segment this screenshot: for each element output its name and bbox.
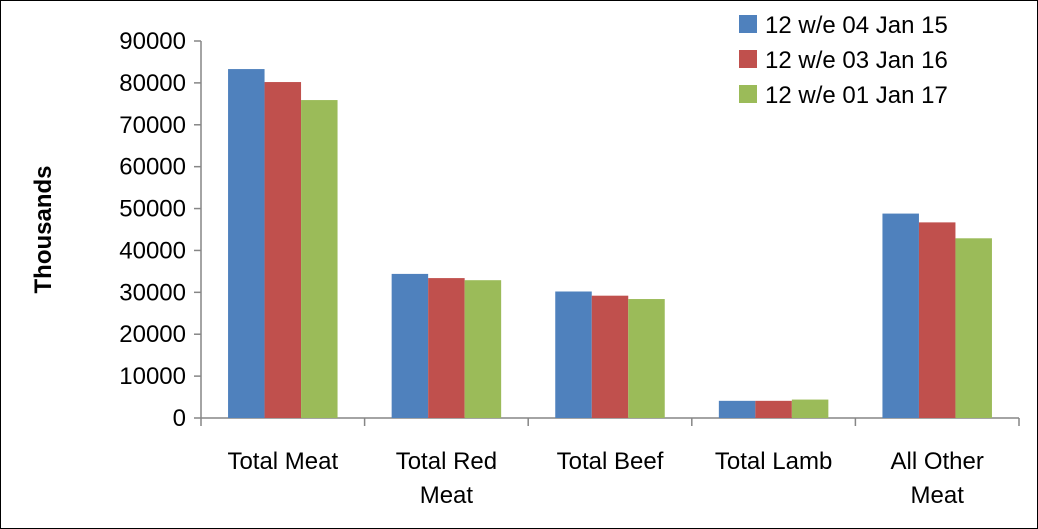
x-category-label: All Other Meat [891,448,984,509]
y-tick-label: 20000 [119,321,186,348]
bars [228,69,992,419]
y-tick-label: 80000 [119,70,186,97]
bar [882,213,919,418]
y-tick-label: 40000 [119,237,186,264]
bar [755,400,792,418]
legend-label: 12 w/e 01 Jan 17 [765,82,948,109]
y-tick-label: 60000 [119,154,186,181]
bar [955,238,992,418]
legend-label: 12 w/e 03 Jan 16 [765,47,948,74]
bar [228,69,265,418]
bar [464,280,502,418]
y-axis: 0 10000 20000 30000 40000 50000 60000 70000 8000… [119,28,202,432]
legend: 12 w/e 04 Jan 15 12 w/e 03 Jan 16 12 w/e 0… [739,12,948,109]
bar [391,273,429,418]
y-tick-label: 10000 [119,363,186,390]
x-category-label-line: Total Red [396,448,497,475]
x-category-label-line: All Other [891,448,984,475]
legend-swatch [739,15,757,33]
bar [628,299,665,418]
y-tick-label: 50000 [119,196,186,223]
x-category-label: Total Beef [557,448,664,475]
x-category-label: Total Meat [227,448,338,475]
x-axis: Total Meat Total Red Meat Total Beef Total L… [200,417,1020,509]
bar [591,295,629,418]
bar [264,82,302,418]
bar [918,222,956,418]
legend-label: 12 w/e 04 Jan 15 [765,12,948,39]
x-category-label-line: Meat [911,482,965,509]
x-category-label-line: Total Meat [227,448,338,475]
x-category-label-line: Meat [420,482,474,509]
y-tick-label: 30000 [119,279,186,306]
bar [301,100,338,419]
y-tick-label: 70000 [119,112,186,139]
bar [555,291,592,418]
legend-swatch [739,85,757,103]
y-tick-label: 90000 [119,28,186,55]
x-category-label-line: Total Beef [557,448,664,475]
legend-swatch [739,50,757,68]
bar [791,399,829,418]
x-category-label: Total Red Meat [396,448,497,509]
bar [718,400,756,418]
y-axis-title: Thousands [30,165,57,293]
y-tick-label: 0 [173,405,186,432]
x-category-label-line: Total Lamb [715,448,832,475]
x-category-label: Total Lamb [715,448,832,475]
bar [428,278,465,418]
